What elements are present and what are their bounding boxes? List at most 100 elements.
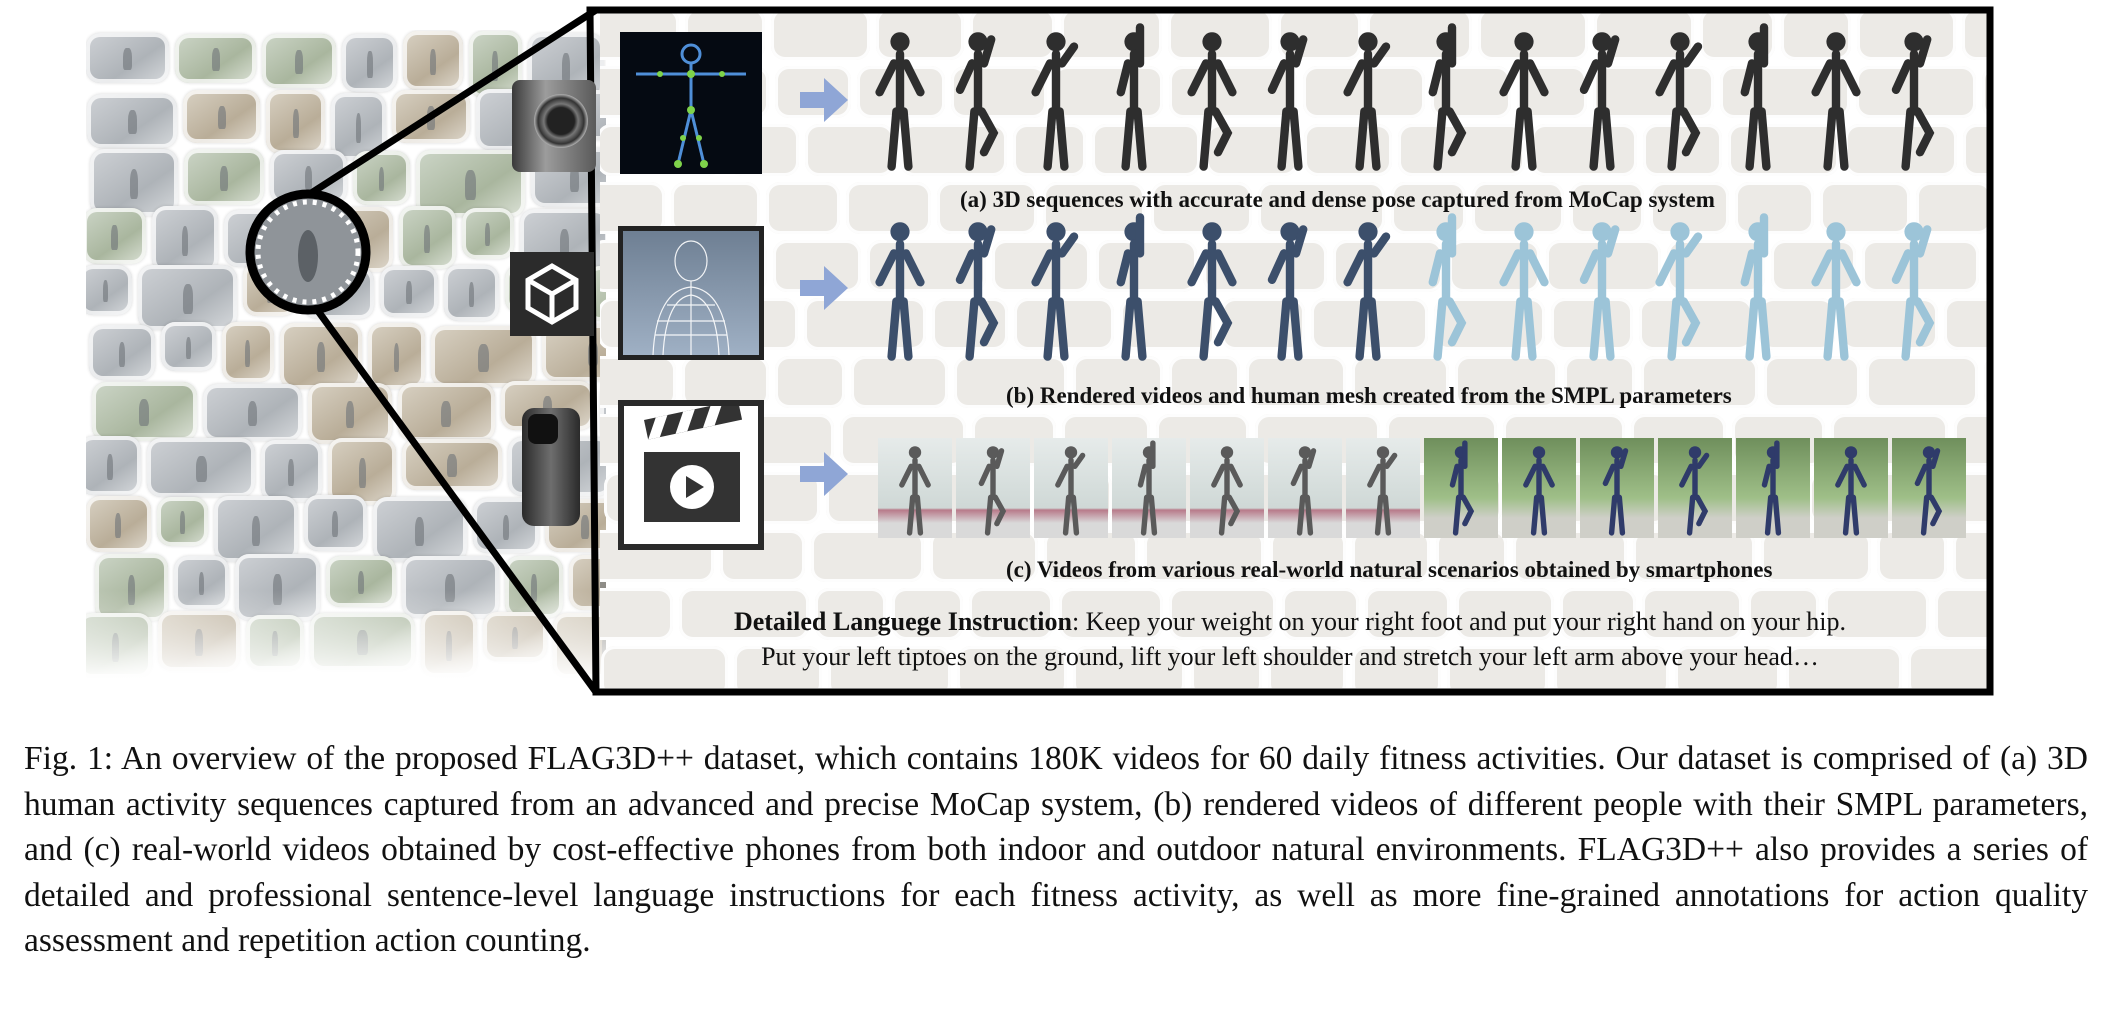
video-thumbnail bbox=[202, 383, 303, 441]
faded-thumbnail bbox=[1058, 588, 1163, 640]
outdoor-video-frame bbox=[1580, 438, 1654, 538]
mocap-pose-figure bbox=[1572, 22, 1632, 177]
person-silhouette bbox=[531, 574, 537, 603]
smpl-mesh-figure bbox=[1650, 212, 1710, 367]
person-silhouette bbox=[181, 226, 189, 257]
video-thumbnail bbox=[160, 321, 216, 372]
outdoor-video-frame bbox=[1736, 438, 1810, 538]
arrow-right-icon bbox=[800, 78, 848, 122]
arrow-right-icon bbox=[800, 452, 848, 496]
person-silhouette bbox=[185, 336, 192, 359]
video-thumbnail bbox=[342, 34, 398, 92]
faded-thumbnail bbox=[1761, 530, 1871, 582]
faded-thumbnail bbox=[937, 182, 1037, 234]
person-silhouette bbox=[393, 342, 400, 373]
person-silhouette bbox=[247, 400, 258, 427]
figure-caption: Fig. 1: An overview of the proposed FLAG… bbox=[24, 740, 2088, 959]
arrow-right-icon bbox=[800, 266, 848, 310]
zoom-line-top bbox=[286, 7, 598, 211]
video-thumbnail bbox=[397, 383, 495, 442]
faded-thumbnail bbox=[1352, 356, 1449, 408]
video-thumbnail bbox=[403, 31, 463, 91]
faded-thumbnail bbox=[1073, 356, 1163, 408]
mosaic-fade bbox=[86, 590, 606, 680]
faded-thumbnail bbox=[1043, 530, 1138, 582]
person-silhouette bbox=[211, 48, 220, 71]
faded-thumbnail bbox=[1876, 530, 1948, 582]
rendered-person-figure bbox=[948, 212, 1008, 367]
person-silhouette bbox=[355, 113, 362, 144]
indoor-video-frame bbox=[1346, 438, 1420, 538]
mocap-pose-figure bbox=[1104, 22, 1164, 177]
faded-thumbnail bbox=[1531, 124, 1638, 176]
magnifier-dots bbox=[255, 199, 361, 305]
faded-thumbnail bbox=[1641, 588, 1742, 640]
mocap-pose-figure bbox=[1728, 22, 1788, 177]
person-silhouette bbox=[118, 341, 126, 367]
person-silhouette bbox=[217, 105, 226, 130]
person-silhouette bbox=[251, 516, 261, 546]
smpl-mesh-figure bbox=[1884, 212, 1944, 367]
person-silhouette bbox=[406, 281, 412, 305]
faded-thumbnail bbox=[1351, 646, 1442, 688]
faded-thumbnail bbox=[1984, 240, 1988, 292]
mocap-pose-figure bbox=[1026, 22, 1086, 177]
person-silhouette bbox=[447, 453, 458, 478]
person-silhouette bbox=[357, 571, 365, 595]
person-silhouette bbox=[581, 515, 590, 539]
rendered-person-figure bbox=[1182, 212, 1242, 367]
faded-thumbnail bbox=[1857, 8, 1957, 60]
rendered-person-figure bbox=[870, 212, 930, 367]
video-thumbnail bbox=[599, 382, 606, 444]
person-silhouette bbox=[378, 167, 385, 192]
person-silhouette bbox=[367, 51, 373, 78]
faded-thumbnail bbox=[1454, 356, 1558, 408]
indoor-video-frame bbox=[878, 438, 952, 538]
faded-thumbnail bbox=[1747, 588, 1820, 640]
rendered-person-figure bbox=[1026, 212, 1086, 367]
person-silhouette bbox=[304, 166, 313, 191]
real-video-sequence bbox=[878, 438, 1968, 538]
faded-thumbnail bbox=[805, 124, 894, 176]
faded-thumbnail bbox=[1935, 588, 1988, 640]
row-b-caption: (b) Rendered videos and human mesh creat… bbox=[1006, 383, 1732, 408]
outdoor-video-frame bbox=[1424, 438, 1498, 538]
indoor-video-frame bbox=[956, 438, 1030, 538]
rendered-person-figure bbox=[1260, 212, 1320, 367]
faded-thumbnail bbox=[1633, 530, 1756, 582]
faded-thumbnail bbox=[1150, 182, 1253, 234]
faded-thumbnail bbox=[1563, 356, 1635, 408]
overview-figure: (a) 3D sequences with accurate and dense… bbox=[86, 6, 1994, 696]
unity-logo-icon bbox=[510, 252, 594, 336]
faded-thumbnail bbox=[1560, 588, 1636, 640]
faded-thumbnail bbox=[815, 588, 886, 640]
faded-thumbnail bbox=[1246, 356, 1347, 408]
video-thumbnail bbox=[137, 264, 238, 330]
faded-thumbnail bbox=[1962, 124, 1988, 176]
faded-thumbnail bbox=[1478, 8, 1589, 60]
faded-thumbnail bbox=[733, 646, 822, 688]
smpl-mesh-figure bbox=[1416, 212, 1476, 367]
video-thumbnail bbox=[86, 208, 147, 265]
rendered-person-figure bbox=[1104, 212, 1164, 367]
video-thumbnail bbox=[86, 265, 132, 315]
person-silhouette bbox=[220, 165, 229, 192]
video-thumbnail bbox=[152, 206, 219, 274]
video-thumbnail bbox=[184, 148, 265, 206]
video-thumbnail bbox=[183, 89, 261, 143]
person-silhouette bbox=[114, 512, 122, 538]
faded-thumbnail bbox=[1191, 646, 1263, 688]
video-thumbnail bbox=[260, 440, 322, 502]
faded-thumbnail bbox=[1650, 182, 1730, 234]
video-thumbnail bbox=[367, 322, 426, 389]
video-thumbnail bbox=[372, 497, 467, 563]
person-silhouette bbox=[295, 50, 303, 75]
faded-thumbnail bbox=[600, 646, 728, 688]
person-silhouette bbox=[127, 574, 136, 605]
faded-thumbnail bbox=[1072, 646, 1186, 688]
mocap-pose-figure bbox=[1182, 22, 1242, 177]
faded-thumbnail bbox=[670, 182, 761, 234]
wireframe-mesh-icon bbox=[618, 226, 764, 360]
faded-thumbnail bbox=[850, 356, 948, 408]
person-silhouette bbox=[107, 453, 114, 481]
